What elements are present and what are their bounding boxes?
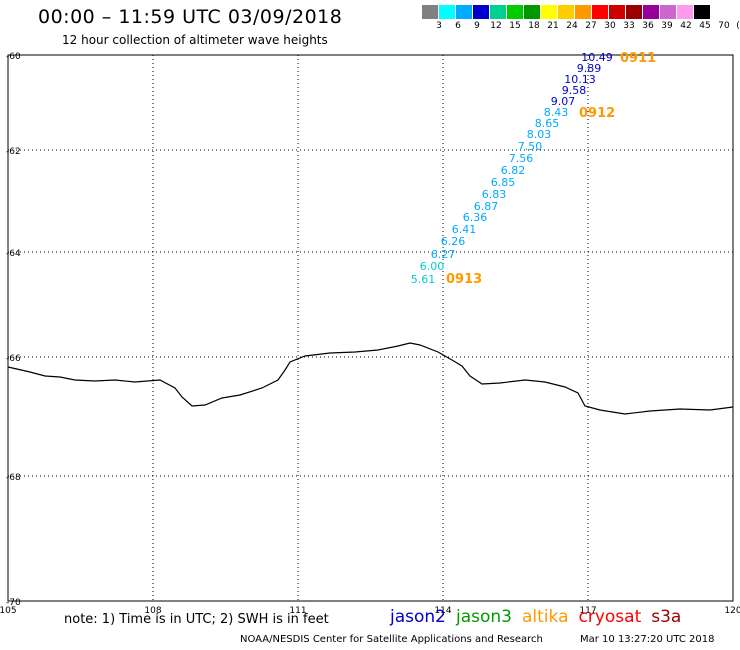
legend-swatch	[490, 5, 507, 19]
legend-swatch	[456, 5, 473, 19]
legend-swatch	[541, 5, 558, 19]
swh-value: 5.61	[411, 273, 436, 286]
time-labels: 0911 0912 0913	[446, 51, 656, 287]
swh-value: 10.13	[564, 73, 596, 86]
time-label: 0913	[446, 272, 482, 287]
map-frame	[7, 54, 734, 602]
legend-label: 24	[566, 21, 578, 31]
legend-label: 39	[661, 21, 673, 31]
legend-label: 18	[528, 21, 540, 31]
legend-swatch	[626, 5, 643, 19]
lat-tick-label: -60	[6, 52, 21, 62]
swh-value: 8.65	[535, 117, 560, 130]
legend-label: 70	[718, 21, 730, 31]
legend-label: 42	[680, 21, 692, 31]
legend-label: 36	[642, 21, 654, 31]
swh-value: 6.83	[482, 188, 507, 201]
mission-s3a: s3a	[651, 607, 682, 627]
legend-label: 15	[509, 21, 521, 31]
lat-tick-label: -62	[6, 147, 21, 157]
swh-value: 10.49	[581, 51, 613, 64]
legend-label: 9	[474, 21, 480, 31]
lon-tick-label: 114	[434, 606, 451, 616]
legend-label: (ft)	[736, 21, 740, 31]
swh-value: 9.89	[577, 62, 602, 75]
mission-jason3: jason3	[456, 607, 512, 627]
lat-tick-label: -70	[6, 598, 21, 608]
legend-label: 3	[436, 21, 442, 31]
legend-swatch	[422, 5, 439, 19]
lon-tick-label: 117	[579, 606, 596, 616]
mission-jason2: jason2	[390, 607, 446, 627]
legend-label: 30	[604, 21, 616, 31]
legend-swatch	[592, 5, 609, 19]
legend-label: 45	[699, 21, 711, 31]
legend-label: 27	[585, 21, 597, 31]
legend-swatch	[558, 5, 575, 19]
time-label: 0912	[579, 106, 615, 121]
swh-value: 8.43	[544, 106, 569, 119]
legend-swatch	[677, 5, 694, 19]
page-title: 00:00 – 11:59 UTC 03/09/2018	[38, 6, 343, 28]
generated-timestamp: Mar 10 13:27:20 UTC 2018	[580, 634, 715, 645]
legend-swatch	[507, 5, 524, 19]
legend-label: 21	[547, 21, 559, 31]
lat-tick-label: -66	[6, 354, 21, 364]
swh-value: 6.85	[491, 176, 516, 189]
swh-value: 6.82	[501, 164, 526, 177]
swh-value: 6.36	[463, 211, 488, 224]
swh-value: 6.87	[474, 200, 499, 213]
graticule	[8, 55, 733, 601]
lat-tick-label: -68	[6, 473, 21, 483]
mission-altika: altika	[522, 607, 569, 627]
color-scale-legend	[422, 5, 711, 19]
time-label: 0911	[620, 51, 656, 66]
legend-swatch	[609, 5, 626, 19]
credit-line: NOAA/NESDIS Center for Satellite Applica…	[240, 634, 543, 645]
swh-observations: 10.499.8910.139.589.078.438.658.037.507.…	[411, 51, 613, 286]
antarctic-coastline	[7, 342, 734, 415]
lon-tick-label: 120	[724, 606, 740, 616]
legend-swatch	[524, 5, 541, 19]
legend-swatch	[694, 5, 711, 19]
legend-swatch	[575, 5, 592, 19]
lon-tick-label: 111	[289, 606, 306, 616]
swh-value: 6.26	[441, 235, 466, 248]
legend-label: 6	[455, 21, 461, 31]
swh-value: 7.50	[518, 140, 543, 153]
swh-value: 7.56	[509, 152, 534, 165]
swh-value: 8.03	[527, 128, 552, 141]
legend-swatch	[643, 5, 660, 19]
swh-value: 6.41	[452, 223, 477, 236]
mission-cryosat: cryosat	[578, 607, 642, 627]
legend-swatch	[473, 5, 490, 19]
lat-tick-label: -64	[6, 249, 21, 259]
legend-label: 33	[623, 21, 635, 31]
mission-legend: jason2 jason3 altika cryosat s3a	[390, 607, 691, 627]
swh-value: 9.58	[562, 84, 587, 97]
map-border	[7, 54, 734, 602]
legend-label: 12	[490, 21, 502, 31]
footnote: note: 1) Time is in UTC; 2) SWH is in fe…	[64, 612, 329, 627]
swh-value: 9.07	[551, 95, 576, 108]
lon-tick-label: 108	[144, 606, 161, 616]
page-subtitle: 12 hour collection of altimeter wave hei…	[62, 33, 328, 47]
legend-swatch	[660, 5, 677, 19]
lon-tick-label: 105	[0, 606, 17, 616]
swh-value: 6.27	[431, 248, 456, 261]
legend-swatch	[439, 5, 456, 19]
swh-value: 6.00	[420, 260, 445, 273]
